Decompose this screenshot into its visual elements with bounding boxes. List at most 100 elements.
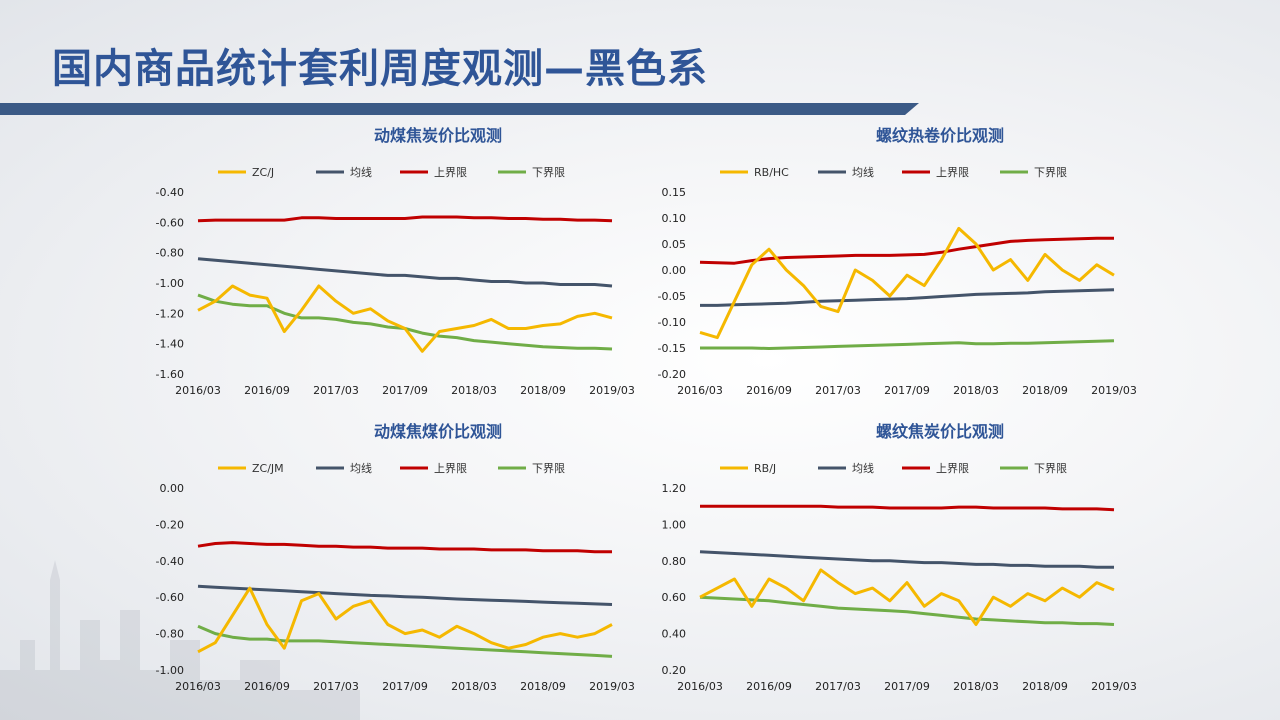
x-tick-label: 2018/09 (520, 384, 566, 397)
x-tick-label: 2017/09 (382, 384, 428, 397)
series-line-mean (197, 257, 613, 288)
legend-label: 均线 (350, 165, 372, 179)
y-tick-label: 0.60 (662, 591, 687, 604)
legend-label: 均线 (852, 461, 874, 475)
title-underline-bar (0, 103, 905, 115)
x-tick-label: 2016/03 (677, 680, 723, 693)
y-tick-label: 0.05 (662, 238, 687, 251)
legend-label: 下界限 (1034, 166, 1067, 179)
x-tick-label: 2017/03 (815, 384, 861, 397)
chart-title: 动煤焦煤价比观测 (373, 422, 502, 441)
series-line-mean (700, 288, 1115, 307)
x-tick-label: 2018/09 (520, 680, 566, 693)
y-tick-label: 0.10 (662, 212, 687, 225)
x-tick-label: 2016/09 (746, 680, 792, 693)
legend-label: 均线 (852, 165, 874, 179)
y-tick-label: -0.40 (156, 555, 184, 568)
series-line-lower (700, 339, 1115, 350)
x-tick-label: 2017/03 (313, 680, 359, 693)
legend-label: ZC/JM (252, 462, 284, 475)
y-tick-label: -0.05 (658, 290, 686, 303)
x-tick-label: 2019/03 (589, 680, 635, 693)
chart-canvas: ZC/JM 均线 上界限 下界限 0.00 -0.20 -0.40 -0.60 -0.80 -1.… (156, 461, 635, 693)
x-tick-label: 2018/03 (451, 384, 497, 397)
legend-item: RB/HC (720, 166, 789, 179)
y-tick-label: -0.20 (658, 368, 686, 381)
x-tick-label: 2018/03 (953, 680, 999, 693)
y-tick-label: -0.40 (156, 186, 184, 199)
series-line-lower (699, 595, 1115, 626)
x-tick-label: 2016/03 (677, 384, 723, 397)
x-tick-label: 2018/09 (1022, 384, 1068, 397)
y-tick-label: 0.40 (662, 628, 687, 641)
legend-item: 均线 (818, 165, 874, 179)
legend-item: 均线 (818, 461, 874, 475)
series-line-upper (197, 541, 612, 554)
legend-label: RB/J (754, 462, 776, 475)
decorative-skyline (0, 560, 360, 720)
x-tick-label: 2016/03 (175, 680, 221, 693)
legend-item: 上界限 (902, 462, 969, 475)
y-tick-label: -0.15 (658, 342, 686, 355)
title-underline-tail (905, 103, 919, 115)
legend-label: 上界限 (936, 166, 969, 179)
legend-item: ZC/JM (218, 462, 284, 475)
series-line-ratio (699, 568, 1115, 626)
series-line-ratio (197, 284, 613, 353)
x-tick-label: 2018/03 (953, 384, 999, 397)
legend-label: 均线 (350, 461, 372, 475)
y-tick-label: 0.00 (662, 264, 687, 277)
chart-canvas: RB/HC 均线 上界限 下界限 0.15 0.10 0.05 0.00 -0.05 -0.10 -… (658, 165, 1137, 397)
series-line-ratio (197, 586, 613, 654)
y-tick-label: -0.80 (156, 247, 184, 260)
y-tick-label: 1.20 (662, 482, 687, 495)
legend-label: 上界限 (434, 462, 467, 475)
y-tick-label: 0.20 (662, 664, 687, 677)
legend-item: 下界限 (1000, 166, 1067, 179)
y-tick-label: -1.40 (156, 338, 184, 351)
chart-rb-j: RB/J 均线 上界限 下界限 1.20 1.00 0.80 0.60 0.40 0.20 2016… (640, 418, 1240, 708)
y-tick-label: -0.20 (156, 518, 184, 531)
x-tick-label: 2017/09 (884, 384, 930, 397)
legend-label: ZC/J (252, 166, 274, 179)
legend-item: 上界限 (400, 462, 467, 475)
series-line-upper (197, 215, 613, 223)
page-title: 国内商品统计套利周度观测—黑色系 (52, 46, 708, 92)
series-line-mean (197, 584, 613, 606)
legend-label: 上界限 (936, 462, 969, 475)
x-tick-label: 2017/09 (382, 680, 428, 693)
legend-label: 下界限 (532, 166, 565, 179)
chart-zc-j: ZC/J 均线 上界限 下界限 -0.40 -0.60 -0.80 -1.00 -1.20 -1.… (138, 122, 738, 412)
legend-label: 下界限 (1034, 462, 1067, 475)
chart-zc-jm: ZC/JM 均线 上界限 下界限 0.00 -0.20 -0.40 -0.60 -0.80 -1.… (138, 418, 738, 708)
y-tick-label: -0.60 (156, 591, 184, 604)
x-tick-label: 2017/03 (815, 680, 861, 693)
legend-label: 下界限 (532, 462, 565, 475)
x-tick-label: 2016/09 (746, 384, 792, 397)
legend-item: RB/J (720, 462, 776, 475)
legend-item: 上界限 (400, 166, 467, 179)
chart-title: 螺纹热卷价比观测 (875, 126, 1004, 145)
legend-item: 均线 (316, 461, 372, 475)
series-line-upper (700, 504, 1115, 512)
series-line-upper (699, 236, 1114, 265)
x-tick-label: 2017/09 (884, 680, 930, 693)
y-tick-label: 1.00 (662, 518, 687, 531)
legend-item: 均线 (316, 165, 372, 179)
series-line-lower (197, 293, 613, 351)
y-tick-label: 0.80 (662, 555, 687, 568)
legend-label: 上界限 (434, 166, 467, 179)
y-tick-label: -0.10 (658, 316, 686, 329)
x-tick-label: 2019/03 (589, 384, 635, 397)
x-tick-label: 2017/03 (313, 384, 359, 397)
x-tick-label: 2019/03 (1091, 384, 1137, 397)
series-line-mean (699, 550, 1114, 569)
x-tick-label: 2019/03 (1091, 680, 1137, 693)
x-tick-label: 2018/03 (451, 680, 497, 693)
y-tick-label: 0.00 (160, 482, 185, 495)
legend-item: 下界限 (498, 166, 565, 179)
x-tick-label: 2016/09 (244, 680, 290, 693)
chart-title: 动煤焦炭价比观测 (373, 126, 502, 145)
y-tick-label: -1.00 (156, 277, 184, 290)
legend-item: 下界限 (498, 462, 565, 475)
